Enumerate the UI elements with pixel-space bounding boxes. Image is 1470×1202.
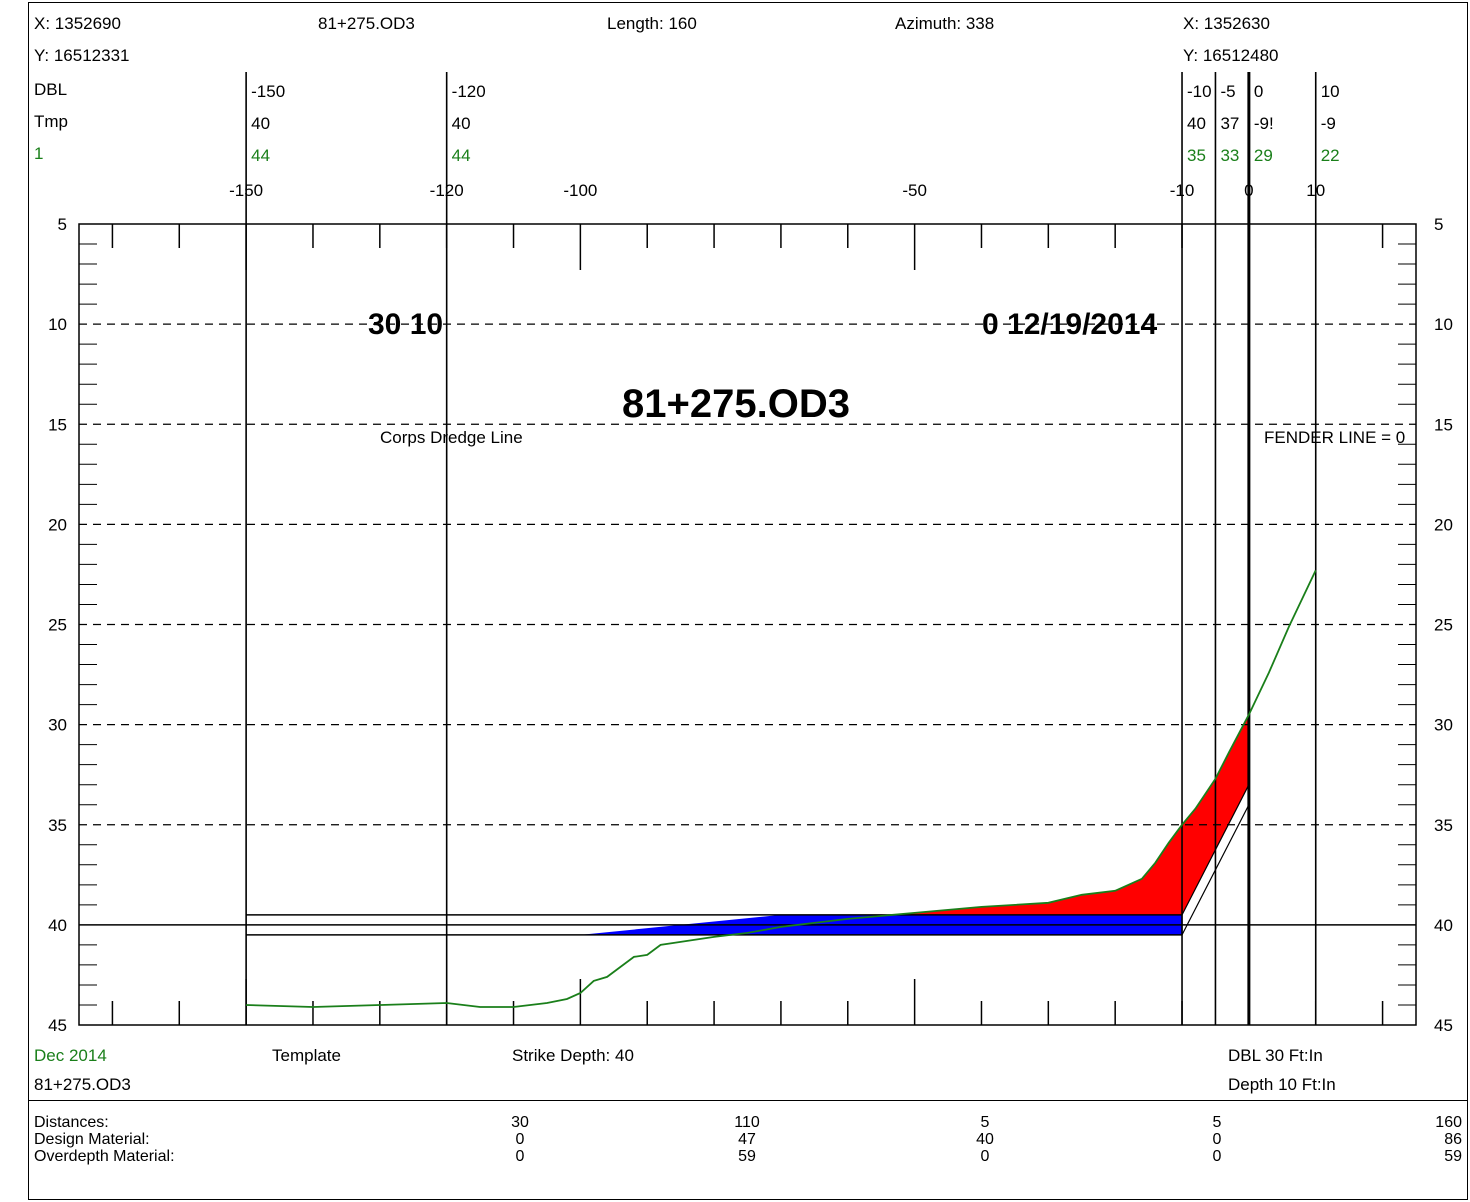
footer-template: Template [272, 1046, 341, 1065]
right-y-coord: Y: 16512480 [1183, 46, 1279, 65]
y-tick-label-left: 30 [48, 716, 67, 735]
row-value-dbl: -10 [1187, 82, 1212, 101]
x-tick-label: 10 [1306, 181, 1325, 200]
y-tick-label-left: 5 [58, 215, 67, 234]
x-tick-label: -100 [563, 181, 597, 200]
header-length: Length: 160 [607, 14, 697, 33]
profile-line-dec-2014 [246, 570, 1317, 1008]
row-value-one: 35 [1187, 146, 1206, 165]
y-tick-label-left: 15 [48, 415, 67, 434]
y-tick-label-right: 15 [1434, 415, 1453, 434]
report-frame [28, 2, 1468, 1200]
y-tick-label-right: 10 [1434, 315, 1453, 334]
table-column-2: 110 47 59 [727, 1114, 767, 1165]
table-cell: 59 [1444, 1148, 1462, 1165]
left-x-coord: X: 1352690 [34, 14, 121, 33]
table-column-4: 5 0 0 [1197, 1114, 1237, 1165]
annotation-left-note: 30 10 [368, 308, 444, 341]
row-value-one: 29 [1254, 146, 1273, 165]
row-value-dbl: 0 [1254, 82, 1263, 101]
y-tick-label-right: 5 [1434, 215, 1443, 234]
table-column-total: 160 86 59 [1422, 1114, 1462, 1165]
y-tick-label-right: 25 [1434, 616, 1453, 635]
table-column-1: 30 0 0 [500, 1114, 540, 1165]
fender-line-label: FENDER LINE = 0 [1264, 428, 1406, 447]
footer-depth-scale: Depth 10 Ft:In [1228, 1075, 1336, 1094]
row-value-one: 44 [251, 146, 270, 165]
table-cell: 0 [1212, 1148, 1222, 1165]
table-column-3: 5 40 0 [965, 1114, 1005, 1165]
row-value-dbl: -120 [452, 82, 486, 101]
table-cell: 160 [1435, 1114, 1462, 1131]
table-cell: 40 [976, 1131, 994, 1148]
left-y-coord: Y: 16512331 [34, 46, 130, 65]
table-label-design: Design Material: [34, 1131, 150, 1148]
row-value-one: 44 [452, 146, 471, 165]
table-row-labels: Distances: Design Material: Overdepth Ma… [34, 1114, 175, 1165]
row-value-dbl: 10 [1321, 82, 1340, 101]
y-tick-label-right: 30 [1434, 716, 1453, 735]
table-cell: 86 [1444, 1131, 1462, 1148]
table-cell: 5 [1212, 1114, 1222, 1131]
table-cell: 110 [734, 1114, 760, 1131]
y-tick-label-left: 10 [48, 315, 67, 334]
row-value-tmp: 40 [251, 114, 270, 133]
footer-series-label: Dec 2014 [34, 1046, 107, 1065]
corps-dredge-line-label: Corps Dredge Line [380, 428, 523, 447]
design-material-fill [780, 714, 1249, 919]
right-x-coord: X: 1352630 [1183, 14, 1270, 33]
footer-station: 81+275.OD3 [34, 1075, 131, 1094]
x-tick-label: 0 [1244, 181, 1253, 200]
row-value-tmp: 40 [452, 114, 471, 133]
table-label-overdepth: Overdepth Material: [34, 1148, 175, 1165]
table-cell: 5 [980, 1114, 990, 1131]
y-tick-label-left: 40 [48, 916, 67, 935]
row-label-tmp: Tmp [34, 112, 68, 131]
y-tick-label-right: 45 [1434, 1016, 1453, 1035]
row-value-one: 22 [1321, 146, 1340, 165]
row-label-1: 1 [34, 144, 44, 163]
y-tick-label-right: 40 [1434, 916, 1453, 935]
row-value-tmp: 37 [1220, 114, 1239, 133]
footer-dbl-scale: DBL 30 Ft:In [1228, 1046, 1323, 1065]
plot-border [78, 223, 1417, 1026]
x-tick-label: -50 [902, 181, 927, 200]
y-tick-label-left: 20 [48, 515, 67, 534]
table-divider [28, 1100, 1468, 1101]
y-tick-label-left: 25 [48, 616, 67, 635]
table-cell: 0 [980, 1148, 990, 1165]
x-tick-label: -10 [1170, 181, 1195, 200]
row-value-tmp: 40 [1187, 114, 1206, 133]
row-value-one: 33 [1220, 146, 1239, 165]
chart-title: 81+275.OD3 [622, 382, 850, 426]
table-cell: 47 [738, 1131, 756, 1148]
table-cell: 30 [511, 1114, 529, 1131]
table-cell: 59 [738, 1148, 756, 1165]
annotation-right-note: 0 12/19/2014 [982, 308, 1158, 341]
row-value-dbl: -5 [1220, 82, 1235, 101]
x-tick-label: -150 [229, 181, 263, 200]
row-label-dbl: DBL [34, 80, 68, 99]
table-label-distances: Distances: [34, 1114, 109, 1131]
row-value-tmp: -9! [1254, 114, 1274, 133]
header-station: 81+275.OD3 [318, 14, 415, 33]
table-cell: 0 [515, 1148, 525, 1165]
header-azimuth: Azimuth: 338 [895, 14, 995, 33]
row-value-dbl: -150 [251, 82, 285, 101]
footer-strike-depth: Strike Depth: 40 [512, 1046, 634, 1065]
table-cell: 0 [1212, 1131, 1222, 1148]
y-tick-label-right: 20 [1434, 515, 1453, 534]
row-value-tmp: -9 [1321, 114, 1336, 133]
y-tick-label-right: 35 [1434, 816, 1453, 835]
table-cell: 0 [515, 1131, 525, 1148]
x-tick-label: -120 [430, 181, 464, 200]
y-tick-label-left: 35 [48, 816, 67, 835]
y-tick-label-left: 45 [48, 1016, 67, 1035]
